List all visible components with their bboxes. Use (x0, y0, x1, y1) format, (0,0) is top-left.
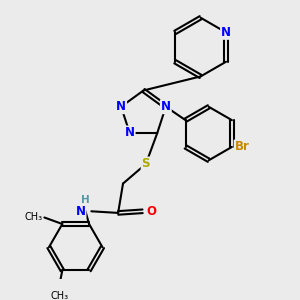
Text: S: S (142, 158, 150, 170)
Text: CH₃: CH₃ (50, 291, 68, 300)
Text: N: N (116, 100, 126, 113)
Text: N: N (221, 26, 231, 39)
Text: N: N (76, 205, 85, 218)
Text: N: N (161, 100, 171, 113)
Text: CH₃: CH₃ (25, 212, 43, 223)
Text: H: H (81, 195, 90, 205)
Text: N: N (125, 127, 135, 140)
Text: O: O (146, 205, 157, 218)
Text: Br: Br (235, 140, 249, 153)
